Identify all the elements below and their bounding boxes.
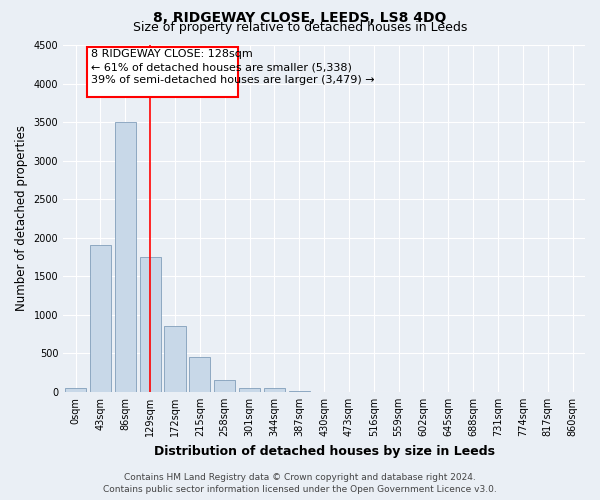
Bar (264, 388, 285, 392)
Text: Contains HM Land Registry data © Crown copyright and database right 2024.
Contai: Contains HM Land Registry data © Crown c… (103, 472, 497, 494)
Bar (140, 257, 161, 392)
Bar (189, 357, 211, 392)
Bar (239, 388, 260, 392)
Bar (65, 388, 86, 392)
Text: Size of property relative to detached houses in Leeds: Size of property relative to detached ho… (133, 22, 467, 35)
Y-axis label: Number of detached properties: Number of detached properties (15, 126, 28, 312)
FancyBboxPatch shape (87, 46, 238, 98)
Bar (214, 380, 235, 392)
Text: 8, RIDGEWAY CLOSE, LEEDS, LS8 4DQ: 8, RIDGEWAY CLOSE, LEEDS, LS8 4DQ (154, 11, 446, 25)
Text: 8 RIDGEWAY CLOSE: 128sqm
← 61% of detached houses are smaller (5,338)
39% of sem: 8 RIDGEWAY CLOSE: 128sqm ← 61% of detach… (91, 49, 374, 86)
Bar (164, 326, 185, 392)
Bar (90, 246, 111, 392)
Bar (115, 122, 136, 392)
X-axis label: Distribution of detached houses by size in Leeds: Distribution of detached houses by size … (154, 444, 494, 458)
